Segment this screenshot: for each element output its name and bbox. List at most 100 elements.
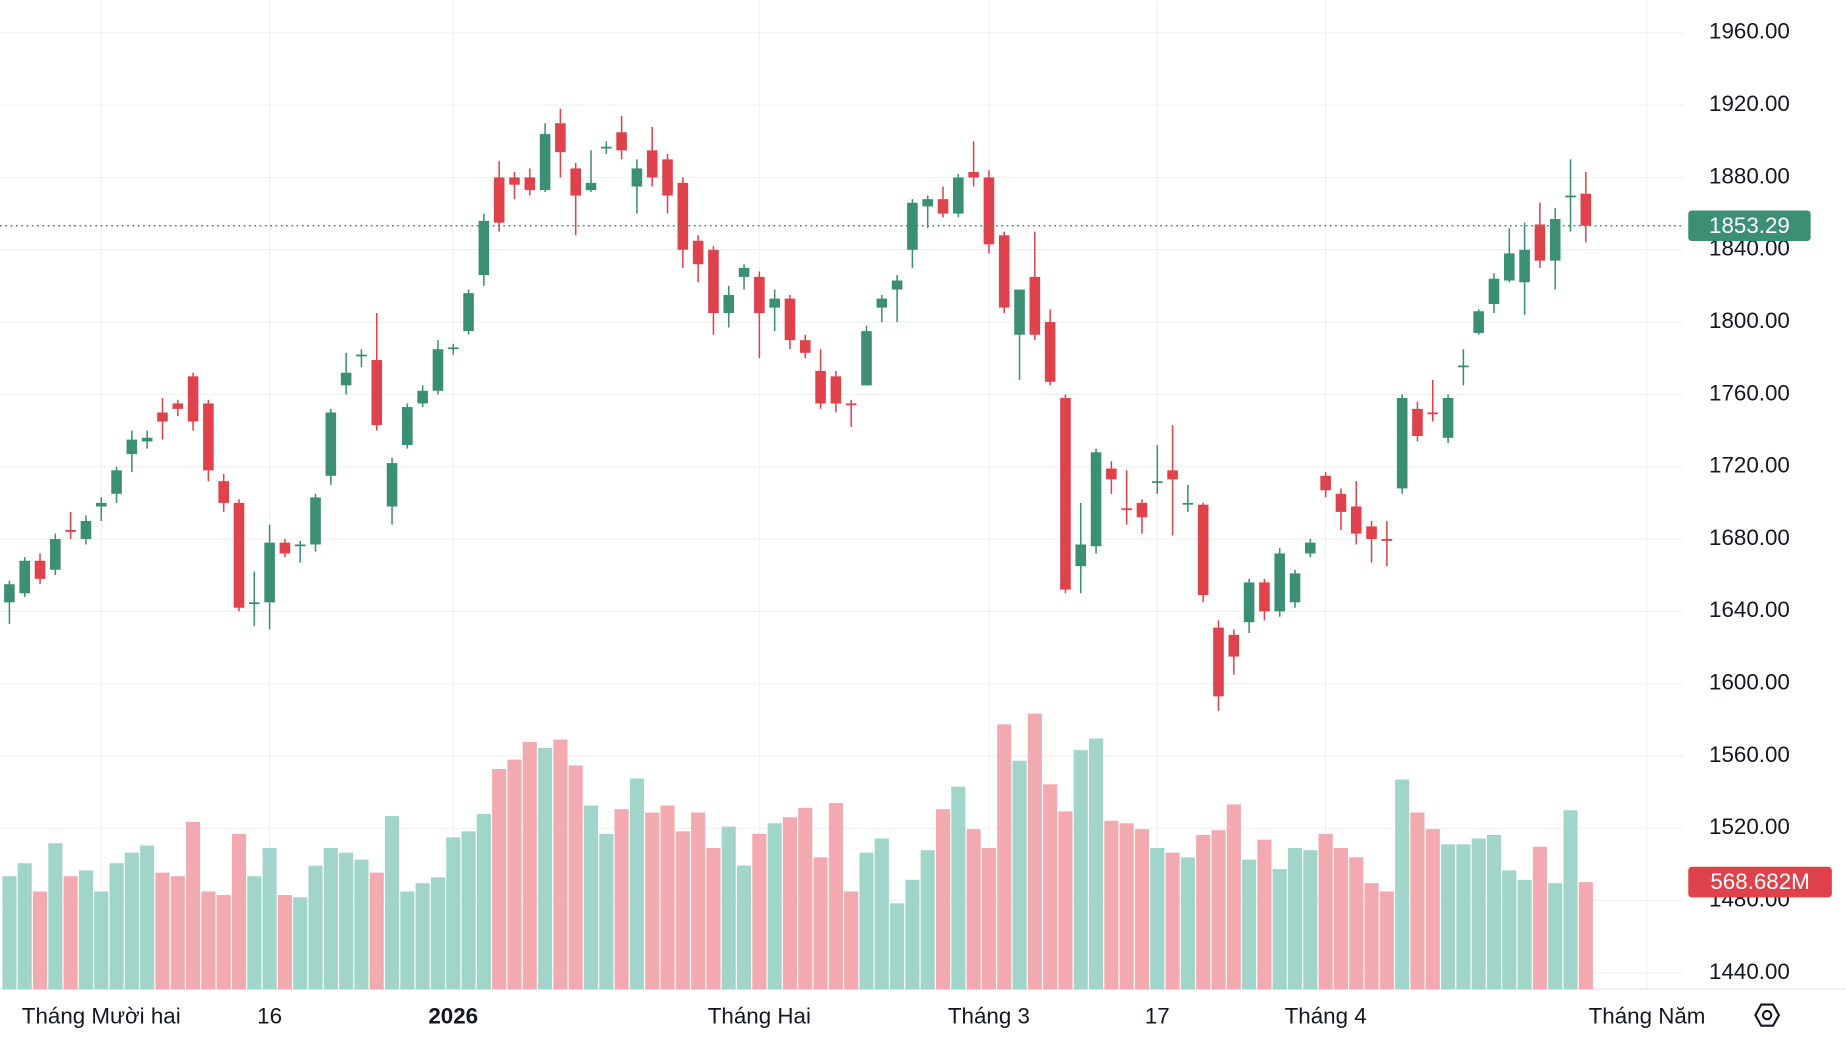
candle-body [539, 134, 551, 191]
candle-body [432, 349, 444, 391]
volume-bar [752, 833, 767, 990]
volume-bar [859, 852, 874, 990]
volume-bar [951, 786, 966, 990]
volume-bar [1058, 811, 1073, 990]
candle-body [50, 539, 61, 570]
volume-bar [1532, 846, 1547, 990]
candle-body [1519, 249, 1530, 283]
candle-body [692, 240, 704, 265]
volume-bar [1379, 891, 1394, 990]
volume-bar [1088, 738, 1104, 990]
volume-bar [1150, 847, 1165, 990]
volume-bar [1043, 784, 1058, 990]
candle-body [1121, 508, 1132, 511]
volume-bar [981, 847, 996, 990]
volume-bar [813, 857, 828, 990]
grid [0, 0, 1684, 990]
x-tick-label: 2026 [428, 1003, 478, 1028]
candle-body [1458, 365, 1469, 368]
candle-body [1136, 502, 1148, 518]
candle-body [1381, 539, 1393, 541]
volume-bar [1517, 879, 1532, 990]
y-tick-label: 1560.00 [1709, 742, 1790, 767]
candle-body [356, 354, 367, 357]
candle-body [141, 437, 153, 442]
volume-bar [262, 847, 277, 990]
last-price-badge [1688, 210, 1811, 242]
volume-bar [874, 838, 889, 990]
y-tick-label: 1520.00 [1709, 814, 1790, 839]
candle-body [233, 502, 245, 608]
volume-bar [507, 759, 522, 990]
candle-body [555, 123, 566, 153]
candle-body [662, 159, 673, 196]
candle-body [1274, 553, 1286, 612]
candle-body [815, 370, 826, 404]
volume-bar [1471, 838, 1486, 990]
candle-body [953, 177, 964, 214]
volume-bar [660, 805, 675, 990]
volume-bar [247, 876, 262, 990]
candle-body [723, 294, 735, 314]
volume-bar [1242, 859, 1257, 990]
y-tick-label: 1600.00 [1709, 670, 1790, 695]
volume-bar [1441, 844, 1456, 990]
candle-body [218, 481, 229, 503]
volume-bar [767, 823, 782, 990]
volume-bar [645, 812, 660, 990]
candle-body [1259, 582, 1270, 612]
volume-bar [1012, 760, 1027, 990]
candle-body [1228, 634, 1240, 657]
candle-body [1549, 219, 1561, 261]
settings-icon[interactable] [1754, 1003, 1781, 1027]
candle-body [983, 177, 995, 245]
candle-body [1014, 289, 1025, 335]
candle-body [340, 372, 352, 386]
candle-body [998, 235, 1010, 308]
candle-body [203, 403, 214, 471]
volume-bar [1211, 830, 1226, 990]
volume-bar [1073, 750, 1088, 990]
candle-body [4, 584, 15, 603]
volume-bar [2, 876, 17, 990]
settings-hex[interactable] [1754, 1003, 1781, 1027]
candle-body [80, 520, 92, 540]
volume-bar [782, 817, 798, 990]
volume-bar [1257, 839, 1272, 990]
candle-body [1243, 582, 1255, 623]
last-price-label: 1853.29 [1709, 213, 1790, 238]
candle-body [1060, 398, 1071, 590]
candle-body [509, 177, 520, 185]
volume-bar [905, 879, 920, 990]
volume-bar [675, 831, 690, 990]
candle-body [65, 529, 76, 532]
candle-body [769, 298, 780, 308]
volume-bar [1287, 847, 1303, 990]
volume-bar [522, 741, 537, 990]
volume-bar [890, 903, 905, 990]
volume-bar [1349, 857, 1364, 990]
volume-bar [935, 809, 951, 990]
candle-body [447, 347, 459, 350]
volume-bar [828, 803, 843, 990]
volume-bar [48, 843, 63, 990]
candle-body [1106, 468, 1117, 480]
candle-body [1427, 412, 1439, 415]
volume-bar [1272, 869, 1287, 990]
candle-body [922, 199, 934, 207]
candle-body [493, 177, 505, 223]
volume-bar [1395, 779, 1410, 990]
volume-bar [1226, 804, 1241, 990]
volume-bar [1578, 882, 1593, 990]
volume-bar [583, 805, 599, 990]
volume-bar [1165, 852, 1180, 990]
volume-bar [155, 872, 170, 990]
volume-bar [614, 809, 629, 990]
x-tick-label: 17 [1145, 1003, 1170, 1028]
candle-body [111, 470, 122, 494]
volume-bar [63, 876, 78, 990]
settings-dot[interactable] [1761, 1009, 1773, 1021]
candle-body [325, 412, 337, 476]
candle-body [1029, 276, 1041, 335]
y-tick-label: 1960.00 [1709, 19, 1790, 44]
